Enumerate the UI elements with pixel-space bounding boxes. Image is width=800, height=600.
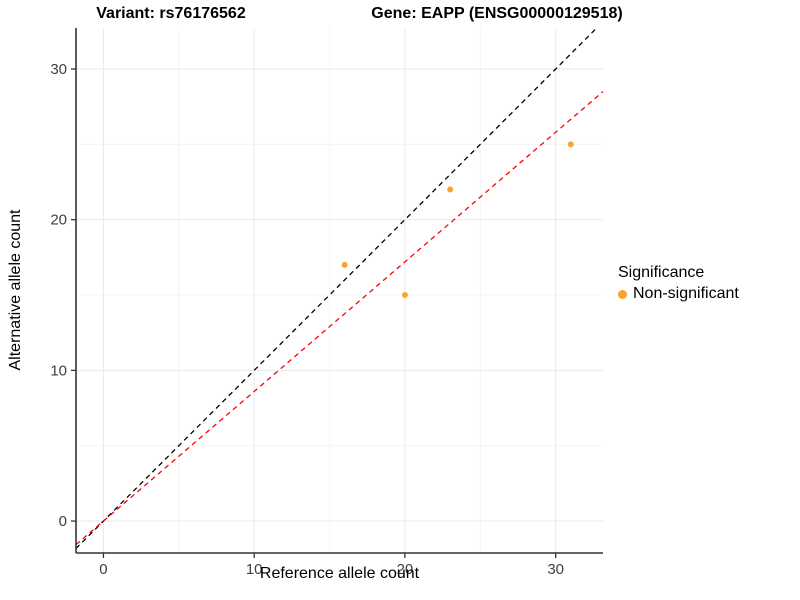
- y-tick-label: 0: [59, 513, 67, 530]
- variant-title: Variant: rs76176562: [96, 5, 246, 22]
- legend-item-label: Non-significant: [633, 285, 739, 302]
- x-tick-label: 10: [246, 561, 263, 578]
- legend: Significance Non-significant: [618, 264, 739, 303]
- y-axis-title: Alternative allele count: [7, 209, 24, 371]
- legend-title: Significance: [618, 264, 705, 281]
- data-point: [401, 292, 408, 299]
- data-point: [447, 186, 454, 193]
- legend-item: Non-significant: [618, 285, 739, 303]
- x-tick-label: 30: [547, 561, 564, 578]
- identity-line: [75, 27, 598, 549]
- y-tick-label: 10: [50, 362, 67, 379]
- gene-title: Gene: EAPP (ENSG00000129518): [371, 5, 623, 22]
- data-point: [341, 261, 348, 268]
- x-tick-label: 0: [99, 561, 107, 578]
- y-tick-label: 20: [50, 212, 67, 229]
- y-tick-label: 30: [50, 61, 67, 78]
- data-point: [567, 141, 574, 148]
- x-tick-label: 20: [397, 561, 414, 578]
- allelic-ratio-line: [75, 91, 604, 546]
- legend-point-marker: [618, 289, 627, 299]
- x-axis-title: Reference allele count: [259, 565, 420, 582]
